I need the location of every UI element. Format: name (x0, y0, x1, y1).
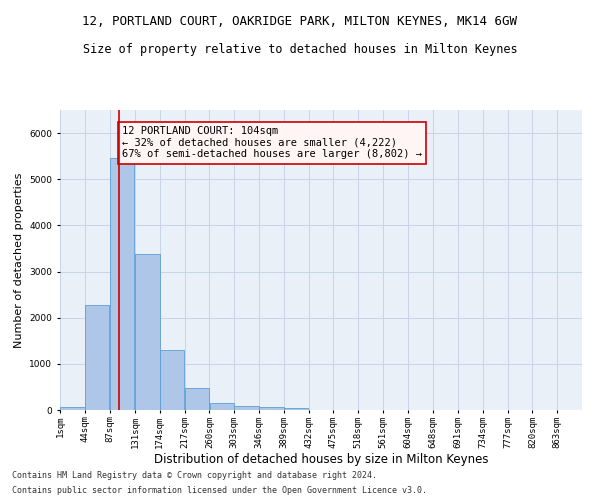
Bar (160, 350, 184, 410)
Bar (284, 408, 308, 410)
Bar (110, 158, 134, 410)
Bar (209, 402, 234, 410)
X-axis label: Distribution of detached houses by size in Milton Keynes: Distribution of detached houses by size … (154, 454, 488, 466)
Y-axis label: Number of detached properties: Number of detached properties (14, 172, 24, 348)
Bar (85, 305, 109, 410)
Bar (259, 407, 284, 410)
Bar (235, 406, 259, 410)
Text: Contains public sector information licensed under the Open Government Licence v3: Contains public sector information licen… (12, 486, 427, 495)
Text: 12, PORTLAND COURT, OAKRIDGE PARK, MILTON KEYNES, MK14 6GW: 12, PORTLAND COURT, OAKRIDGE PARK, MILTO… (83, 15, 517, 28)
Text: Size of property relative to detached houses in Milton Keynes: Size of property relative to detached ho… (83, 42, 517, 56)
Text: Contains HM Land Registry data © Crown copyright and database right 2024.: Contains HM Land Registry data © Crown c… (12, 471, 377, 480)
Text: 12 PORTLAND COURT: 104sqm
← 32% of detached houses are smaller (4,222)
67% of se: 12 PORTLAND COURT: 104sqm ← 32% of detac… (122, 126, 422, 160)
Bar (135, 254, 160, 410)
Bar (60, 407, 85, 410)
Bar (185, 388, 209, 410)
